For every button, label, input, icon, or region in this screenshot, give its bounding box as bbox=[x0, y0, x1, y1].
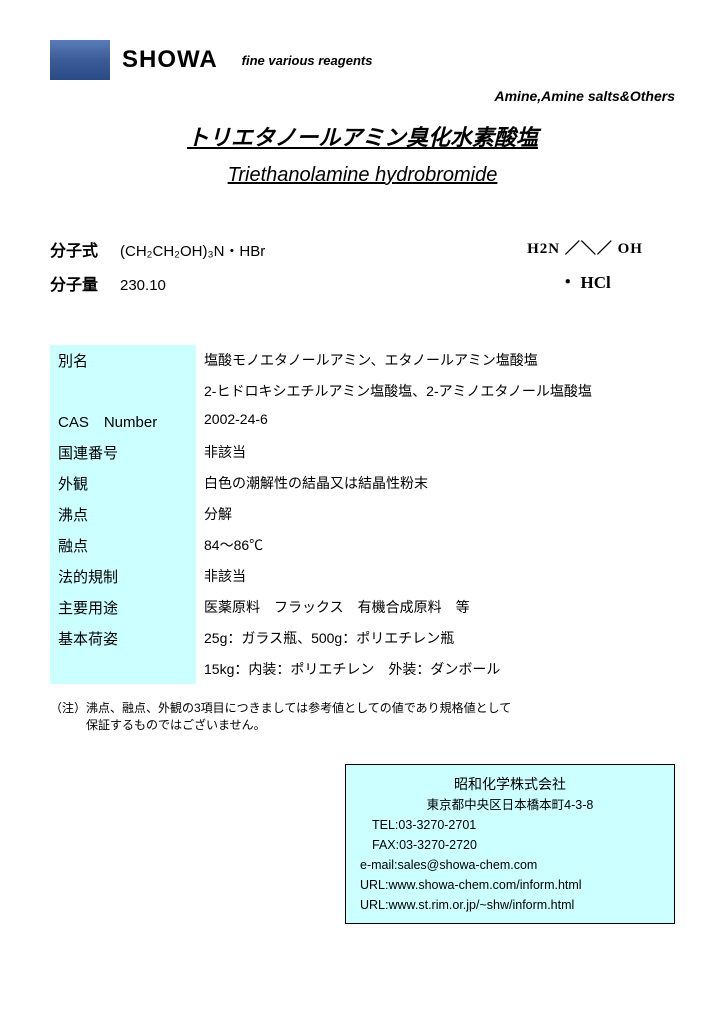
property-value: 非該当 bbox=[196, 561, 675, 592]
property-value: 非該当 bbox=[196, 437, 675, 468]
property-label: 基本荷姿 bbox=[50, 623, 196, 654]
formula-text: 分子式 (CH₂CH₂OH)₃N・HBr 分子量 230.10 bbox=[50, 237, 495, 305]
contact-url2: URL:www.st.rim.or.jp/~shw/inform.html bbox=[360, 895, 660, 915]
property-value: 白色の潮解性の結晶又は結晶性粉末 bbox=[196, 468, 675, 499]
property-label: 国連番号 bbox=[50, 437, 196, 468]
property-value: 25g：ガラス瓶、500g：ポリエチレン瓶 bbox=[196, 623, 675, 654]
property-row: 別名塩酸モノエタノールアミン、エタノールアミン塩酸塩 bbox=[50, 345, 675, 376]
property-value-continued: 15kg：内装：ポリエチレン 外装：ダンボール bbox=[196, 654, 675, 684]
footnote: （注）沸点、融点、外観の3項目につきましては参考値としての値であり規格値として … bbox=[50, 700, 675, 734]
property-label: 沸点 bbox=[50, 499, 196, 530]
property-label: 外観 bbox=[50, 468, 196, 499]
title-block: トリエタノールアミン臭化水素酸塩 Triethanolamine hydrobr… bbox=[50, 120, 675, 187]
contact-box: 昭和化学株式会社 東京都中央区日本橋本町4-3-8 TEL:03-3270-27… bbox=[345, 764, 675, 924]
property-row: 外観白色の潮解性の結晶又は結晶性粉末 bbox=[50, 468, 675, 499]
property-row: 法的規制非該当 bbox=[50, 561, 675, 592]
contact-email: e-mail:sales@showa-chem.com bbox=[360, 855, 660, 875]
properties-table: 別名塩酸モノエタノールアミン、エタノールアミン塩酸塩 2-ヒドロキシエチルアミン… bbox=[50, 345, 675, 684]
property-value-continued: 2-ヒドロキシエチルアミン塩酸塩、2-アミノエタノール塩酸塩 bbox=[196, 376, 675, 406]
molecular-weight-label: 分子量 bbox=[50, 271, 120, 295]
property-label: CAS Number bbox=[50, 406, 196, 437]
property-label-blank bbox=[50, 654, 196, 684]
property-row: 主要用途医薬原料 フラックス 有機合成原料 等 bbox=[50, 592, 675, 623]
logo-image bbox=[50, 40, 110, 80]
contact-tel: TEL:03-3270-2701 bbox=[360, 815, 660, 835]
molecular-weight-value: 230.10 bbox=[120, 277, 166, 294]
property-row: 基本荷姿25g：ガラス瓶、500g：ポリエチレン瓶 bbox=[50, 623, 675, 654]
property-label: 別名 bbox=[50, 345, 196, 376]
title-english: Triethanolamine hydrobromide bbox=[50, 164, 675, 187]
brand-name: SHOWA bbox=[122, 46, 218, 74]
property-row: 国連番号非該当 bbox=[50, 437, 675, 468]
molecular-formula-label: 分子式 bbox=[50, 237, 120, 261]
tagline: fine various reagents bbox=[242, 53, 373, 68]
property-row: 沸点分解 bbox=[50, 499, 675, 530]
property-value: 84～86℃ bbox=[196, 530, 675, 561]
structure-bottom: ・ HCl bbox=[495, 268, 675, 293]
contact-address: 東京都中央区日本橋本町4-3-8 bbox=[360, 795, 660, 815]
header: SHOWA fine various reagents bbox=[50, 40, 675, 80]
property-row: 融点84～86℃ bbox=[50, 530, 675, 561]
footnote-line1: （注）沸点、融点、外観の3項目につきましては参考値としての値であり規格値として bbox=[50, 700, 675, 717]
property-label: 法的規制 bbox=[50, 561, 196, 592]
property-label-blank bbox=[50, 376, 196, 406]
category-label: Amine,Amine salts&Others bbox=[50, 88, 675, 104]
molecular-formula-value: (CH₂CH₂OH)₃N・HBr bbox=[120, 240, 265, 261]
property-label: 主要用途 bbox=[50, 592, 196, 623]
property-row-continued: 15kg：内装：ポリエチレン 外装：ダンボール bbox=[50, 654, 675, 684]
property-value: 医薬原料 フラックス 有機合成原料 等 bbox=[196, 592, 675, 623]
contact-company: 昭和化学株式会社 bbox=[360, 773, 660, 795]
structure-top: H2N ／＼／ OH bbox=[495, 237, 675, 258]
contact-url1: URL:www.showa-chem.com/inform.html bbox=[360, 875, 660, 895]
property-label: 融点 bbox=[50, 530, 196, 561]
property-row-continued: 2-ヒドロキシエチルアミン塩酸塩、2-アミノエタノール塩酸塩 bbox=[50, 376, 675, 406]
contact-fax: FAX:03-3270-2720 bbox=[360, 835, 660, 855]
chemical-structure: H2N ／＼／ OH ・ HCl bbox=[495, 237, 675, 293]
title-japanese: トリエタノールアミン臭化水素酸塩 bbox=[50, 120, 675, 152]
property-row: CAS Number2002-24-6 bbox=[50, 406, 675, 437]
formula-section: 分子式 (CH₂CH₂OH)₃N・HBr 分子量 230.10 H2N ／＼／ … bbox=[50, 237, 675, 305]
property-value: 塩酸モノエタノールアミン、エタノールアミン塩酸塩 bbox=[196, 345, 675, 376]
property-value: 分解 bbox=[196, 499, 675, 530]
property-value: 2002-24-6 bbox=[196, 406, 675, 437]
footnote-line2: 保証するものではございません。 bbox=[50, 717, 675, 734]
